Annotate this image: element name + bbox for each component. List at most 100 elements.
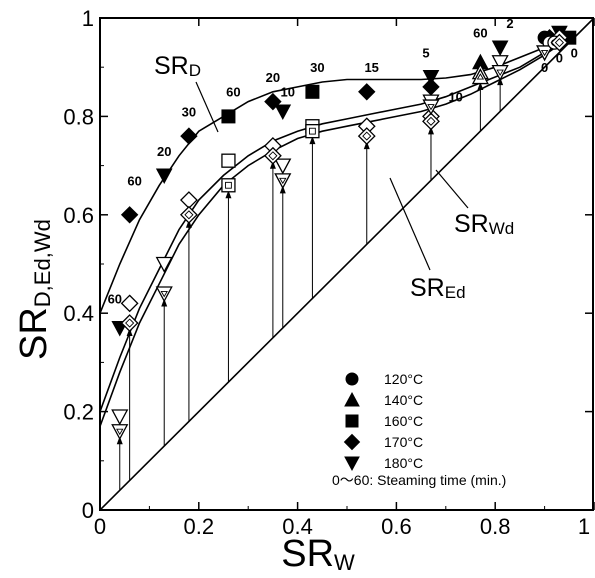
point-label: 60 (473, 26, 487, 41)
point-label: 30 (310, 60, 324, 75)
data-point-triangle-down (536, 45, 554, 62)
y-tick-label: 0.2 (63, 400, 94, 425)
arrow-head (126, 328, 133, 337)
y-tick-label: 0.6 (63, 203, 94, 228)
arrow-head (309, 136, 316, 145)
data-point-square (221, 153, 236, 168)
curve-leader-line (389, 177, 431, 271)
data-point-square (305, 84, 320, 99)
data-point-square (221, 178, 236, 193)
point-label: 20 (157, 144, 171, 159)
point-label: 15 (364, 60, 378, 75)
data-point-diamond-inner (554, 38, 564, 48)
curve-label: SREd (410, 274, 466, 302)
y-tick-label: 0 (82, 498, 94, 523)
x-tick-label: 0.2 (184, 514, 215, 539)
x-tick-label: 0.6 (381, 514, 412, 539)
curve-leader-line (435, 169, 469, 209)
series-srwd (111, 33, 569, 441)
data-point-triangle-down-inner (540, 49, 549, 57)
curve-label-main: SR (410, 274, 445, 302)
axes: 0 0.2 0.4 0.6 0.8 100.20.40.60.81 (63, 6, 595, 539)
point-label: 5 (422, 45, 429, 60)
point-label: 60 (108, 291, 122, 306)
data-point-diamond (550, 33, 569, 52)
legend-label: 120°C (384, 371, 423, 387)
data-point-diamond (357, 127, 376, 145)
curve-sred (99, 37, 570, 412)
legend-marker-triangle-up (344, 391, 360, 407)
arrow-head (497, 77, 504, 86)
data-point-diamond-inner (362, 131, 372, 141)
data-point-triangle-down (422, 70, 440, 86)
point-label: 0 (556, 50, 563, 65)
data-point-diamond-inner (426, 116, 436, 126)
point-label: 2 (506, 16, 513, 31)
x-tick-label: 0.4 (282, 514, 313, 539)
y-axis-title-main: SR (13, 307, 55, 360)
arrow-head (477, 82, 484, 91)
curve-label-main: SR (154, 52, 189, 80)
curve-label: SRWd (454, 210, 514, 238)
legend-label: 140°C (384, 392, 423, 408)
legend: 120°C 140°C 160°C 170°C 180°C0～60: Steaming … (332, 371, 506, 488)
point-label: 0 (571, 45, 578, 60)
data-point-triangle-down (274, 158, 292, 175)
data-point-diamond (120, 206, 139, 224)
data-point-diamond (120, 294, 139, 313)
arrow-head (116, 436, 123, 445)
y-tick-label: 0.8 (63, 104, 94, 129)
data-point-diamond (180, 127, 198, 145)
legend-label: 170°C (384, 434, 423, 450)
data-point-triangle-down-inner (427, 104, 435, 111)
data-point-diamond (180, 205, 198, 224)
plot-area (99, 17, 595, 511)
y-tick-label: 1 (82, 6, 94, 31)
legend-marker-diamond (343, 433, 361, 451)
legend-label: 160°C (384, 413, 423, 429)
curve-label: SRD (154, 52, 201, 80)
x-axis-title-main: SR (281, 533, 334, 575)
point-label: 60 (127, 173, 141, 188)
data-point-triangle-down (491, 55, 509, 72)
data-point-triangle-down (111, 424, 129, 441)
arrow-head (269, 160, 276, 169)
y-axis-title-sub: D,Ed,Wd (30, 219, 55, 307)
curve-label-sub: Ed (445, 283, 466, 302)
data-point-square-inner (225, 181, 232, 189)
legend-label: 180°C (384, 455, 423, 471)
data-point-square (221, 109, 236, 124)
data-point-diamond-inner (125, 318, 135, 328)
arrow-head (225, 190, 232, 199)
arrow-head (161, 298, 168, 307)
legend-marker-circle (345, 372, 359, 386)
data-point-triangle-down (111, 409, 129, 426)
point-label: 10 (448, 90, 462, 105)
curve-label-sub: Wd (489, 219, 515, 238)
point-label: 30 (182, 104, 196, 119)
curve-label-sub: D (189, 61, 201, 80)
x-tick-label: 0 (94, 514, 106, 539)
data-point-triangle-down (422, 99, 440, 116)
data-point-diamond (263, 146, 282, 165)
point-label: 60 (226, 85, 240, 100)
curve-srwd (99, 37, 570, 427)
data-point-triangle-down (274, 173, 292, 190)
x-tick-label: 0.8 (480, 514, 511, 539)
data-point-triangle-down (155, 256, 173, 273)
data-point-diamond (358, 83, 376, 101)
arrow-head (279, 185, 286, 194)
data-point-triangle-up-inner (476, 73, 485, 80)
data-point-triangle-down (155, 286, 173, 303)
data-point-triangle-up (471, 68, 489, 85)
data-point-triangle-down-inner (116, 428, 124, 436)
data-point-square (305, 124, 320, 139)
data-point-diamond (422, 112, 440, 131)
data-point-triangle-down (491, 40, 509, 57)
data-point-square-inner (309, 127, 316, 135)
data-point-triangle-down (155, 168, 173, 184)
curve-label-main: SR (454, 210, 489, 238)
data-point-triangle-down (491, 64, 509, 81)
